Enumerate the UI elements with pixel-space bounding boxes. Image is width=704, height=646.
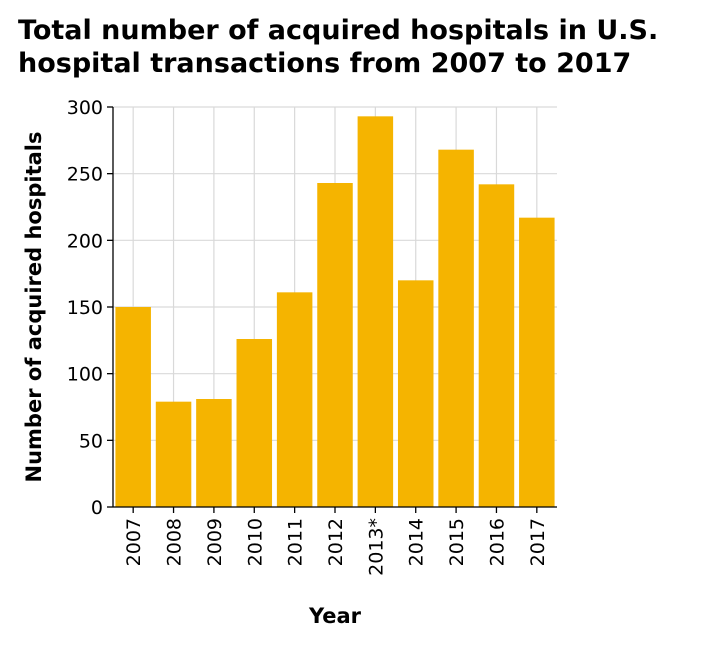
bar-2007: [115, 307, 151, 507]
bar-2014: [397, 280, 434, 507]
x-tick-label: 2014: [406, 518, 428, 566]
x-tick-label: 2017: [527, 518, 549, 566]
y-tick-label: 0: [91, 497, 103, 519]
bar-2008: [155, 401, 192, 507]
y-tick-label: 50: [79, 430, 103, 452]
bars: [115, 116, 555, 508]
x-tick-label: 2008: [164, 518, 186, 566]
x-ticks: 2007 2008 2009 2010 2011 2012 2013* 2014 2015 201…: [123, 507, 549, 576]
bar-2010: [236, 339, 273, 507]
y-axis-title: Number of acquired hospitals: [22, 132, 46, 483]
x-tick-label: 2015: [446, 518, 468, 566]
y-tick-label: 100: [67, 364, 103, 386]
bar-2009: [196, 399, 232, 507]
x-axis-title: Year: [308, 604, 362, 628]
y-tick-label: 150: [67, 297, 103, 319]
y-tick-label: 300: [67, 97, 103, 119]
x-tick-label: 2012: [325, 518, 347, 566]
x-tick-label: 2016: [486, 518, 508, 566]
x-tick-label: 2010: [244, 518, 266, 566]
x-tick-label: 2009: [204, 518, 226, 566]
y-ticks: 0 50 100 150 200 250 300: [67, 97, 113, 519]
bar-2013: [357, 116, 394, 507]
x-tick-label: 2007: [123, 518, 145, 566]
bar-2016: [478, 184, 515, 508]
y-tick-label: 250: [67, 164, 103, 186]
bar-2012: [317, 183, 353, 507]
chart-title-line-1: Total number of acquired hospitals in U.…: [18, 15, 659, 46]
chart-title: Total number of acquired hospitals in U.…: [18, 14, 698, 80]
y-tick-label: 200: [67, 230, 103, 252]
chart-title-line-2: hospital transactions from 2007 to 2017: [18, 48, 632, 79]
bar-2017: [519, 217, 555, 507]
bar-2011: [276, 292, 313, 507]
x-tick-label: 2011: [285, 518, 307, 566]
bar-2015: [438, 149, 474, 507]
x-tick-label: 2013*: [365, 518, 387, 576]
